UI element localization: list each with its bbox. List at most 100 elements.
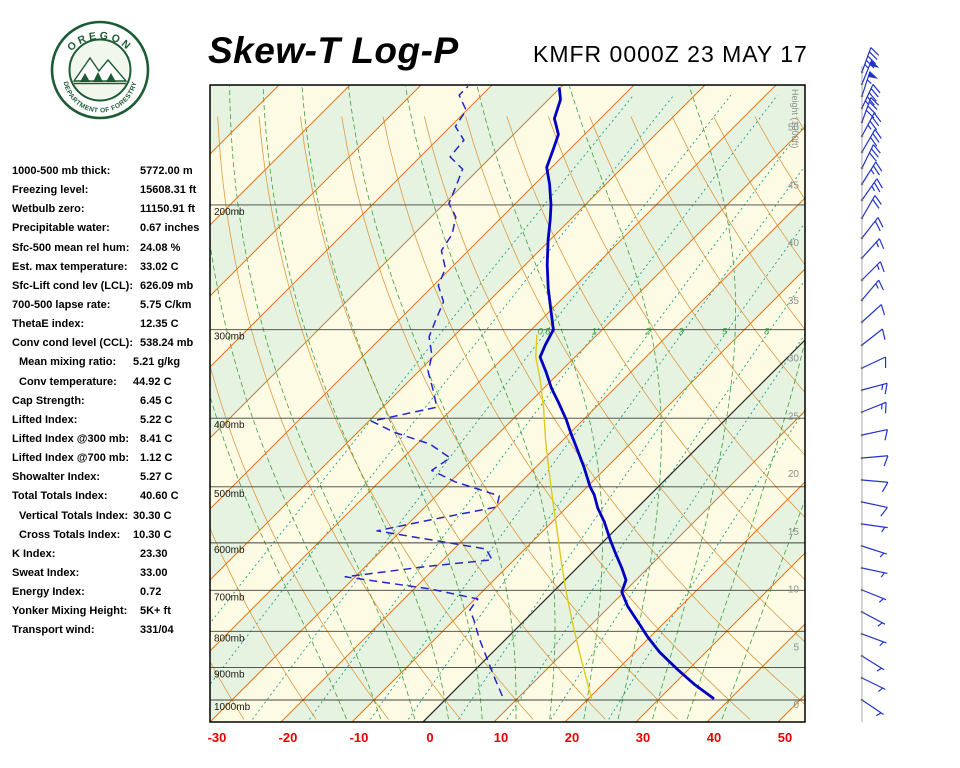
wind-barb: [860, 544, 887, 558]
svg-text:1: 1: [592, 327, 597, 337]
index-label: Sfc-500 mean rel hum:: [12, 241, 130, 254]
index-value: 33.00: [140, 566, 168, 579]
plot-area: [210, 85, 805, 722]
wind-barb: [860, 522, 888, 533]
index-label: Wetbulb zero:: [12, 203, 85, 216]
index-label: Cross Totals Index:: [19, 528, 121, 541]
index-row: Cap Strength: 6.45 C: [12, 395, 212, 414]
wind-barb: [860, 59, 880, 86]
station-datetime: KMFR 0000Z 23 MAY 17: [533, 41, 808, 67]
svg-text:-30: -30: [208, 730, 227, 745]
svg-text:35: 35: [788, 296, 800, 307]
svg-text:20: 20: [565, 730, 579, 745]
index-row: Vertical Totals Index: 30.30 C: [12, 510, 212, 529]
svg-text:200mb: 200mb: [214, 207, 245, 218]
wind-barb: [860, 382, 888, 395]
index-label: Total Totals Index:: [12, 490, 108, 503]
index-label: Est. max temperature:: [12, 260, 128, 273]
wind-barb: [860, 401, 887, 414]
index-row: 700-500 lapse rate: 5.75 C/km: [12, 299, 212, 318]
index-label: Sweat Index:: [12, 566, 80, 579]
index-row: Sfc-500 mean rel hum: 24.08 %: [12, 242, 212, 261]
svg-text:600mb: 600mb: [214, 545, 245, 556]
svg-text:-20: -20: [279, 730, 298, 745]
wind-barb: [860, 588, 887, 603]
svg-text:15: 15: [788, 527, 800, 538]
index-label: 700-500 lapse rate:: [12, 298, 111, 311]
index-value: 5.27 C: [140, 471, 173, 484]
wind-barb: [860, 478, 889, 493]
index-row: 1000-500 mb thick: 5772.00 m: [12, 165, 212, 184]
svg-text:0: 0: [793, 700, 799, 711]
index-row: Showalter Index: 5.27 C: [12, 471, 212, 490]
index-value: 331/04: [140, 624, 174, 637]
wind-barb: [860, 217, 884, 240]
isotherms: [210, 85, 805, 722]
svg-text:45: 45: [788, 180, 800, 191]
index-row: Precipitable water: 0.67 inches: [12, 222, 212, 241]
index-value: 1.12 C: [140, 452, 173, 465]
wind-barb: [860, 112, 882, 138]
svg-text:40: 40: [788, 238, 800, 249]
odf-logo-svg: OREGON DEPARTMENT OF FORESTRY: [50, 20, 150, 120]
index-label: Lifted Index @700 mb:: [12, 452, 130, 465]
svg-text:5: 5: [793, 642, 799, 653]
svg-text:Height (1000ft): Height (1000ft): [790, 89, 800, 149]
index-value: 23.30: [140, 547, 168, 560]
index-label: Lifted Index:: [12, 413, 78, 426]
index-value: 6.45 C: [140, 394, 173, 407]
svg-text:10: 10: [788, 585, 800, 596]
wind-barb: [860, 429, 889, 441]
index-row: Lifted Index: 5.22 C: [12, 414, 212, 433]
index-row: Energy Index: 0.72: [12, 586, 212, 605]
chart-border: [209, 84, 806, 723]
index-row: ThetaE index: 12.35 C: [12, 318, 212, 337]
svg-text:900mb: 900mb: [214, 670, 245, 681]
index-value: 12.35 C: [140, 318, 179, 331]
index-row: Cross Totals Index: 10.30 C: [12, 529, 212, 548]
svg-text:3: 3: [678, 327, 683, 337]
index-value: 538.24 mb: [140, 337, 194, 350]
index-label: Vertical Totals Index:: [19, 509, 129, 522]
index-value: 10.30 C: [133, 528, 172, 541]
wind-barb: [860, 566, 888, 578]
index-label: Freezing level:: [12, 184, 89, 197]
svg-text:700mb: 700mb: [214, 592, 245, 603]
index-value: 30.30 C: [133, 509, 172, 522]
index-row: Sfc-Lift cond lev (LCL): 626.09 mb: [12, 280, 212, 299]
wind-barb: [860, 129, 882, 154]
index-value: 8.41 C: [140, 432, 173, 445]
index-label: Mean mixing ratio:: [19, 356, 117, 369]
index-label: ThetaE index:: [12, 318, 85, 331]
index-value: 11150.91 ft: [140, 203, 196, 216]
index-row: Lifted Index @300 mb: 8.41 C: [12, 433, 212, 452]
index-label: Transport wind:: [12, 624, 95, 637]
index-value: 44.92 C: [133, 375, 172, 388]
index-row: Mean mixing ratio: 5.21 g/kg: [12, 356, 212, 375]
index-label: Yonker Mixing Height:: [12, 605, 128, 618]
wind-barb: [860, 610, 886, 627]
wind-barb-column: [860, 47, 889, 722]
svg-text:50: 50: [778, 730, 792, 745]
index-value: 33.02 C: [140, 260, 179, 273]
index-label: 1000-500 mb thick:: [12, 165, 111, 177]
wind-barb: [860, 144, 881, 170]
wind-barb: [860, 178, 883, 202]
index-row: K Index: 23.30: [12, 548, 212, 567]
index-row: Sweat Index: 33.00: [12, 567, 212, 586]
wind-barb: [860, 676, 886, 693]
logo-mountain-icon: [72, 56, 128, 82]
pressure-labels: 200mb 300mb 400mb 500mb 600mb 700mb 800mb 900mb…: [214, 207, 251, 713]
wind-barb: [860, 500, 888, 517]
wind-barb: [860, 698, 884, 717]
index-label: Conv temperature:: [19, 375, 117, 388]
index-row: Total Totals Index: 40.60 C: [12, 490, 212, 509]
wind-barb: [860, 71, 879, 98]
svg-text:20: 20: [788, 469, 800, 480]
index-value: 5.75 C/km: [140, 298, 192, 311]
wind-barb: [860, 356, 887, 370]
index-label: Energy Index:: [12, 586, 85, 599]
index-value: 24.08 %: [140, 241, 181, 254]
svg-text:2: 2: [644, 327, 650, 337]
